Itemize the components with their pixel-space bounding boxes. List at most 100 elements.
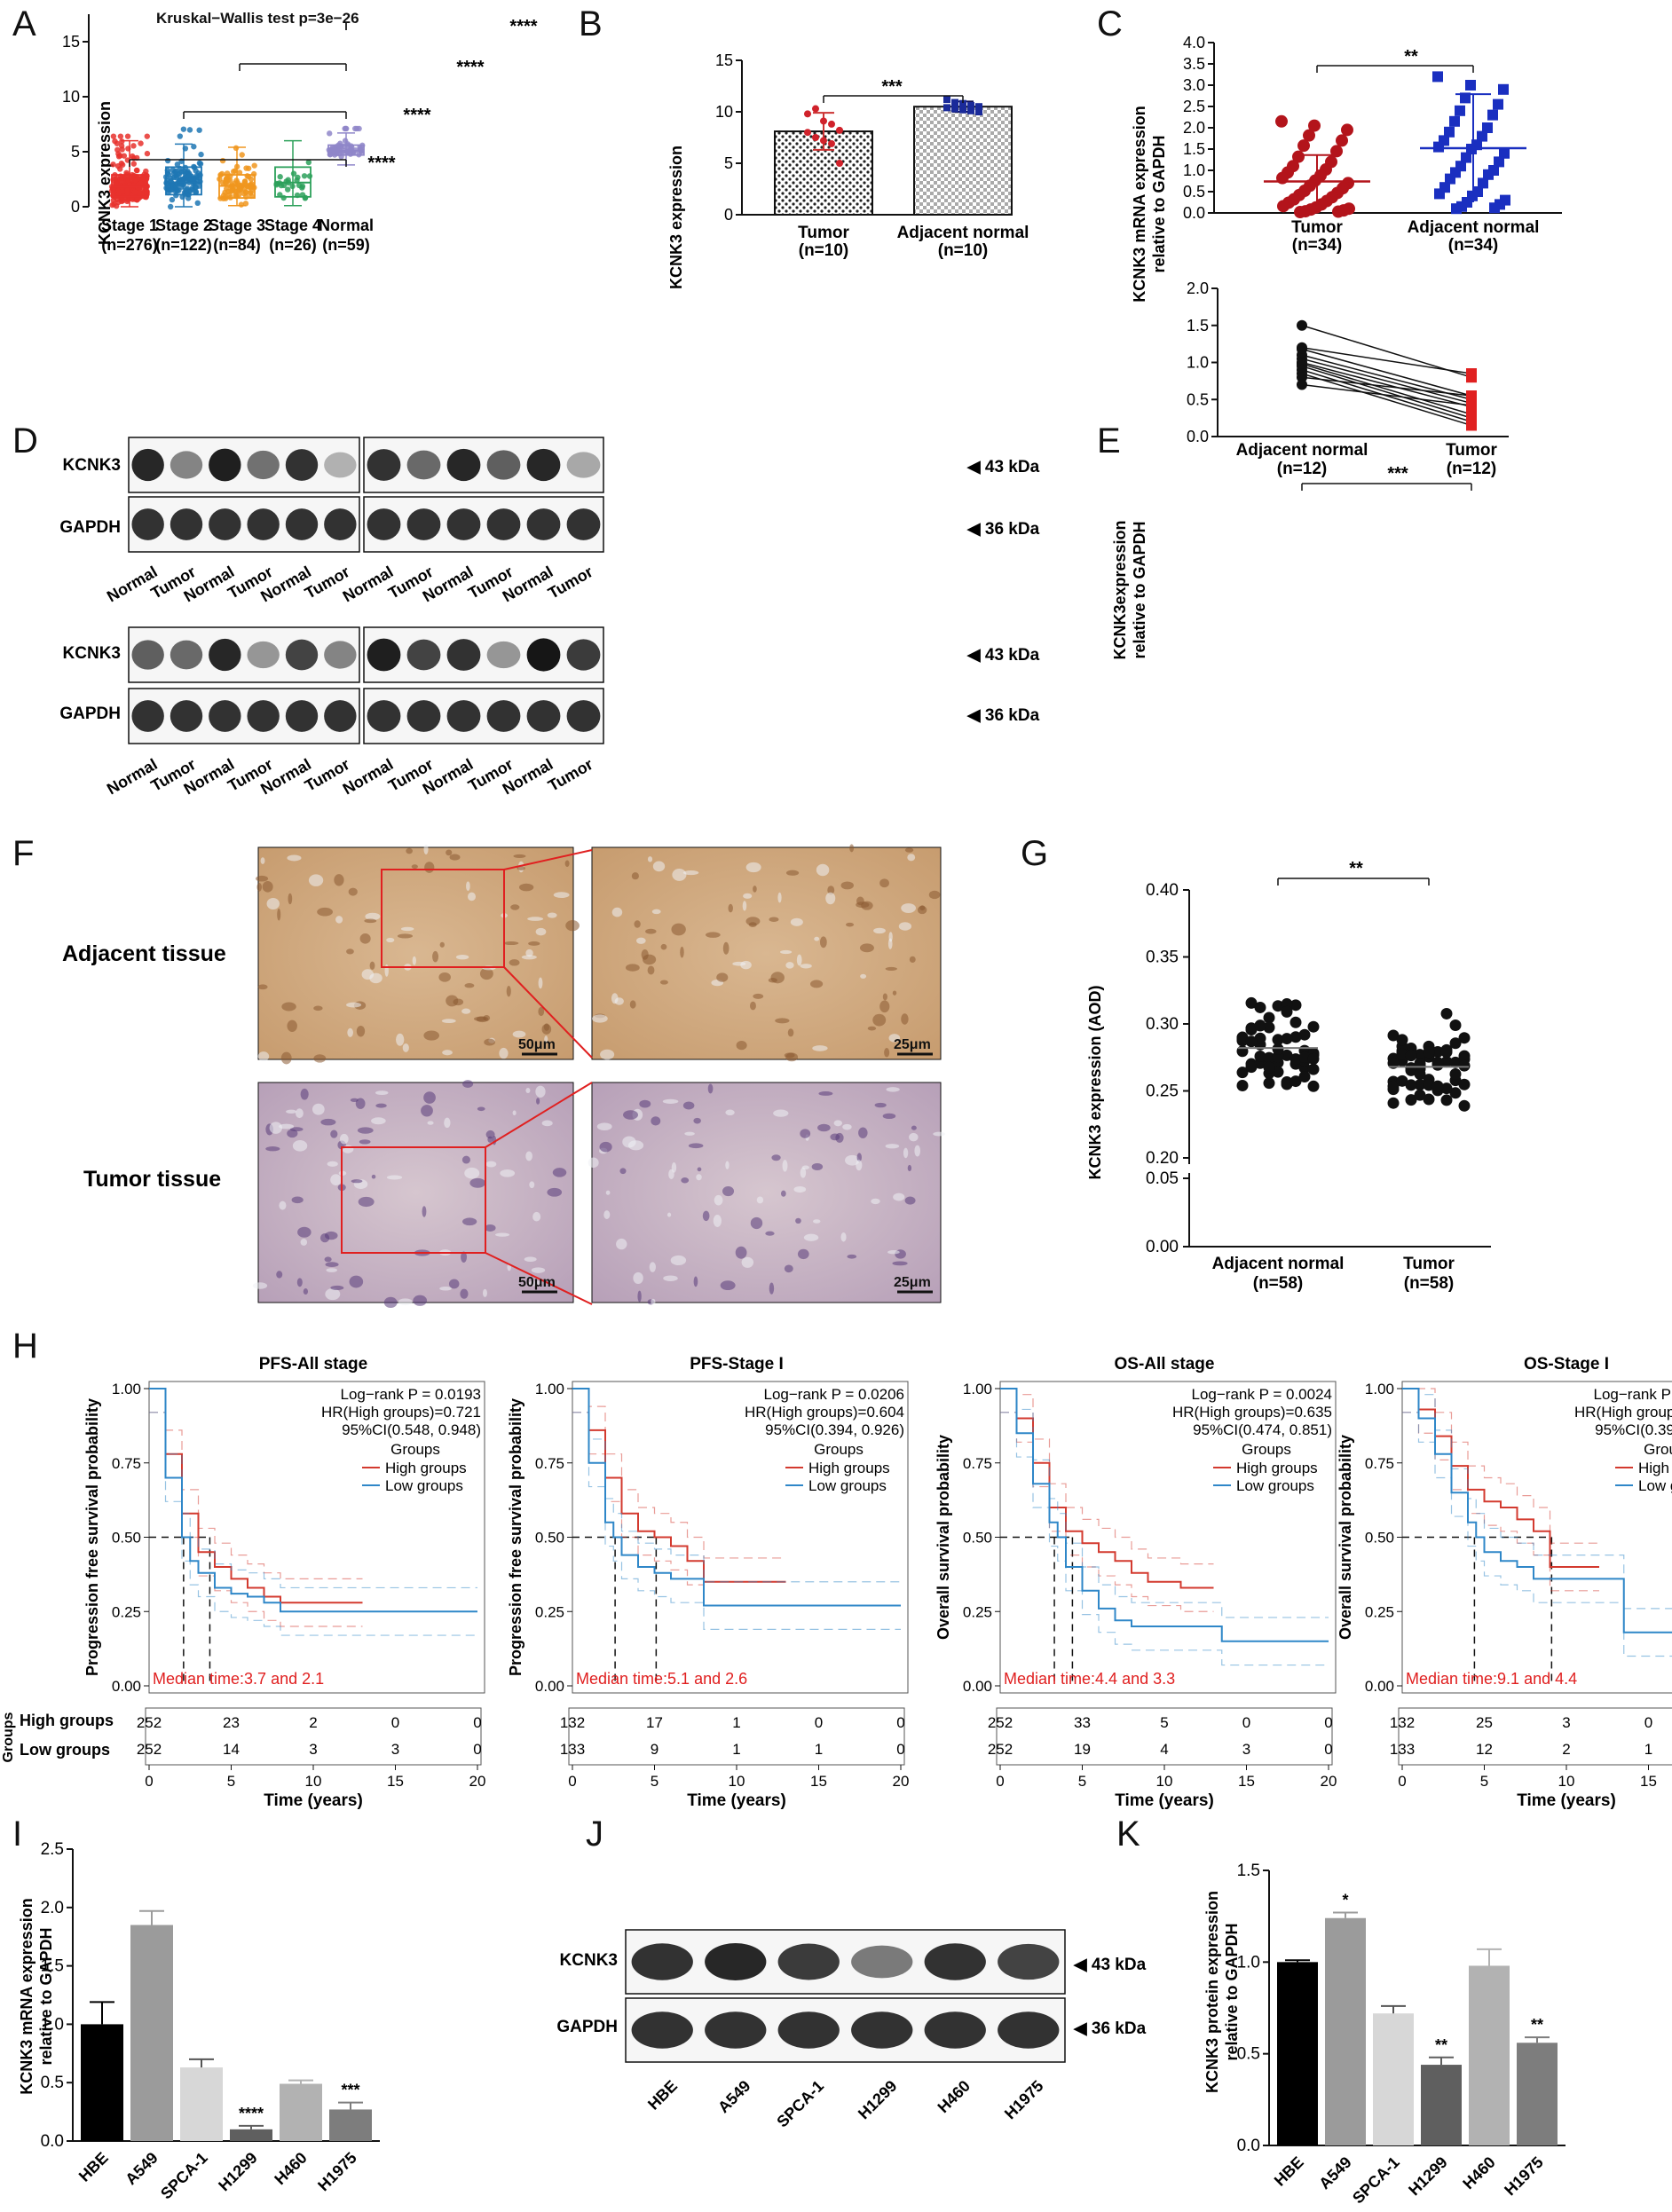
km-risk-high: 33 [1074,1714,1091,1731]
d-kcnk3-b-band [526,448,561,482]
d-gapdh-a-band [209,508,241,540]
ihc-adjacent-zoom-texture [812,1045,828,1051]
ihc-adjacent-zoom-texture [779,949,793,955]
a-point [119,146,125,153]
a-point [164,157,171,164]
g-tick-label: 0.30 [1146,1015,1179,1034]
a-point [224,185,230,192]
b-point [975,108,982,115]
km-ytick-label: 0.75 [1365,1455,1394,1472]
a-point [296,182,303,189]
ihc-adjacent-zoom-texture [888,932,893,942]
km-risk-low: 1 [815,1741,823,1758]
d-gapdh-d-band [486,700,521,732]
ihc-tumor-overview-texture [371,1174,376,1179]
ihc-tumor-zoom-texture [885,1144,900,1149]
km-ytick-label: 0.50 [963,1530,992,1547]
ihc-tumor-overview-texture [326,1268,337,1272]
ihc-tumor-overview-texture [469,1177,486,1188]
km-curve-high-ci-upper [1402,1388,1599,1544]
ihc-tumor-overview-texture [444,1117,451,1129]
c-x-label-n: (n=34) [1292,236,1343,255]
d-kcnk3-c-band [324,641,357,669]
ihc-tumor-overview-texture [460,1288,469,1299]
a-point [129,153,136,160]
a-point [117,133,124,139]
e-x-label: Adjacent normal [1236,441,1368,460]
km-ytick-label: 0.00 [963,1678,992,1695]
d-gapdh-c-band [131,700,164,732]
g-point [1236,1067,1249,1079]
ihc-adjacent-zoom-texture [859,943,874,953]
ihc-tumor-zoom-texture [818,1091,833,1096]
km-risk-high: 0 [1324,1714,1332,1731]
ihc-tumor-overview-texture [303,1288,309,1295]
panel-a-ylabel: KCNK3 expression [96,101,114,245]
km-stat: 95%CI(0.399, 1.074) [1595,1421,1672,1438]
ihc-adjacent-zoom-texture [748,922,757,927]
g-point [1245,996,1258,1009]
ihc-tumor-zoom-texture [769,1282,775,1295]
g-x-label-n: (n=58) [1404,1274,1455,1293]
b-y-tick-label: 15 [715,51,733,69]
ihc-tumor-zoom-texture [693,1276,698,1287]
i-bar [81,2024,123,2141]
k-y-tick-label: 1.5 [1237,1862,1260,1880]
panel-i-chart: KCNK3 mRNA expression relative to GAPDH … [18,1840,380,2203]
ihc-tumor-overview-texture [292,1139,308,1152]
c-point [1277,200,1289,213]
panel-d-blot-images [128,437,604,744]
b-point [959,99,966,107]
c-point [1433,141,1444,153]
ihc-adjacent-overview-texture [538,977,543,989]
d-gapdh-a-frame [128,496,360,553]
km-risk-low: 3 [309,1741,317,1758]
ihc-tumor-overview-texture [330,1174,342,1186]
i-x-label: HBE [75,2149,112,2185]
b-x-label: Adjacent normal [897,224,1029,242]
km-ytick-label: 1.00 [112,1381,141,1397]
i-y-tick-label: 2.0 [41,1899,64,1917]
ihc-adjacent-zoom-texture [849,844,855,853]
ihc-adjacent-zoom-texture [873,927,886,934]
e-point-adjacent [1297,372,1307,383]
ihc-adjacent-overview-texture [510,904,520,910]
ihc-tumor-overview-texture [536,1098,540,1105]
km-xtick-label: 10 [1558,1773,1575,1790]
j-kcnk3-band [851,1945,913,1979]
d-kcnk3-d-band [406,639,441,671]
ihc-adjacent-overview-texture [509,959,520,966]
d-kcnk3-a-band [285,449,319,481]
ihc-tumor-overview-texture [325,1287,341,1301]
ihc-adjacent-overview-texture [287,1019,297,1032]
a-point [327,130,333,137]
g-point [1405,1079,1417,1091]
a-box [111,174,148,198]
km-curve-high-ci-lower [1000,1412,1214,1612]
ihc-adjacent-overview-texture [287,854,302,862]
km-xtick-label: 5 [1078,1773,1086,1790]
km-ytick-label: 0.00 [112,1678,141,1695]
ihc-tumor-zoom-texture [811,1162,824,1170]
g-point [1307,1052,1320,1065]
km-ytick-label: 0.50 [535,1530,564,1547]
j-kcnk3-frame [625,1929,1066,1995]
risk-row-low-label: Low groups [20,1741,110,1759]
ihc-adjacent-overview-texture [262,881,273,893]
ihc-tumor-overview-texture [296,1108,304,1119]
ihc-adjacent-overview-texture [446,995,459,1007]
ihc-tumor-overview-texture [279,1200,287,1210]
ihc-adjacent-overview-texture [255,875,269,882]
panel-letters: A B C D E F G H I J K [12,4,1140,1854]
ihc-adjacent-zoom-texture [856,901,870,909]
e-x-label: Tumor [1446,441,1497,460]
a-point [110,133,117,139]
k-bar [1469,1965,1510,2145]
km-risk-high: 17 [646,1714,663,1731]
ihc-adjacent-overview-texture [424,862,435,873]
d-kcnk3-a-band [324,452,357,478]
ihc-adjacent-zoom-texture [882,993,887,1001]
ihc-tumor-zoom-texture [666,1212,672,1217]
ihc-tumor-overview-texture [269,1122,283,1134]
ihc-adjacent-zoom-texture [888,1034,901,1043]
